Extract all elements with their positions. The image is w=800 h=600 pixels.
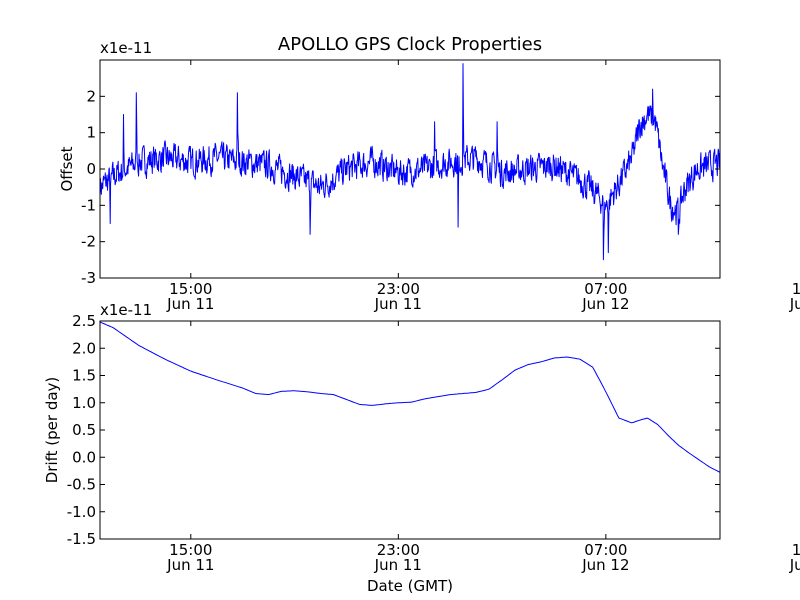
drift-x-tick-time: 07:00 xyxy=(584,541,627,559)
offset-x-tick-time: 15:00 xyxy=(169,280,212,298)
drift-y-tick-label: 0.0 xyxy=(72,448,96,466)
drift-x-tick-time: 15:00 xyxy=(792,541,800,559)
drift-x-tick-time: 15:00 xyxy=(169,541,212,559)
offset-y-tick-label: 0 xyxy=(86,160,96,178)
drift-y-tick-label: 0.5 xyxy=(72,421,96,439)
drift-y-tick-label: 1.0 xyxy=(72,394,96,412)
offset-y-tick-label: -1 xyxy=(81,196,96,214)
drift-x-tick-date: Jun 11 xyxy=(166,556,214,574)
offset-y-tick-label: -3 xyxy=(81,269,96,287)
offset-y-tick-label: -2 xyxy=(81,233,96,251)
drift-y-tick-label: 2.0 xyxy=(72,339,96,357)
drift-series-line xyxy=(100,321,720,473)
drift-multiplier: x1e-11 xyxy=(100,301,152,319)
drift-x-label: Date (GMT) xyxy=(367,577,453,595)
drift-x-tick-date: Jun 12 xyxy=(789,556,800,574)
offset-x-tick-time: 23:00 xyxy=(377,280,420,298)
offset-x-tick-date: Jun 11 xyxy=(374,295,422,313)
drift-panel: -1.5-1.0-0.50.00.51.01.52.02.5 15:00Jun … xyxy=(43,301,800,595)
drift-y-tick-label: 1.5 xyxy=(72,367,96,385)
offset-multiplier: x1e-11 xyxy=(100,39,152,57)
chart-title: APOLLO GPS Clock Properties xyxy=(278,34,542,55)
drift-x-tick-date: Jun 12 xyxy=(581,556,629,574)
offset-x-tick-date: Jun 12 xyxy=(581,295,629,313)
drift-y-label: Drift (per day) xyxy=(43,377,61,484)
offset-x-tick-time: 15:00 xyxy=(792,280,800,298)
offset-x-tick-date: Jun 12 xyxy=(789,295,800,313)
drift-x-tick-time: 23:00 xyxy=(377,541,420,559)
drift-y-tick-label: -1.5 xyxy=(67,530,96,548)
drift-y-tick-label: -1.0 xyxy=(67,503,96,521)
offset-y-ticks: -3 -2 -1 0 1 2 xyxy=(81,87,720,287)
offset-y-tick-label: 1 xyxy=(86,124,96,142)
offset-y-tick-label: 2 xyxy=(86,87,96,105)
offset-x-tick-time: 07:00 xyxy=(584,280,627,298)
drift-y-tick-label: 2.5 xyxy=(72,312,96,330)
drift-y-tick-label: -0.5 xyxy=(67,476,96,494)
offset-x-tick-date: Jun 11 xyxy=(166,295,214,313)
offset-series-line xyxy=(100,63,720,261)
offset-y-label: Offset xyxy=(58,146,76,191)
drift-x-tick-date: Jun 11 xyxy=(374,556,422,574)
drift-y-ticks: -1.5 -1.0 -0.5 0.0 0.5 1.0 1.5 2.0 2.5 xyxy=(67,312,720,548)
